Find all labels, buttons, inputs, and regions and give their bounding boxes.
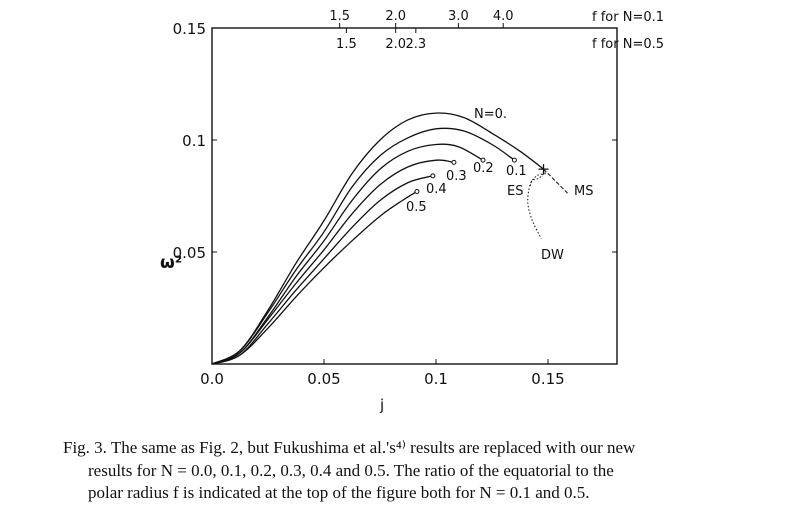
y-tick-label: 0.1 xyxy=(182,132,206,150)
series-curve xyxy=(211,190,418,365)
curve-endpoint-marker xyxy=(414,189,420,195)
figure-plot: 0.0 0.05 0.1 0.15 0.05 0.1 0.15 1.5 2.0 3.0 4.0 1.5… xyxy=(160,9,664,414)
x-tick-label: 0.05 xyxy=(307,370,340,388)
top-tick-label-n05: 1.5 xyxy=(336,37,357,52)
annotation-label-ms: MS xyxy=(574,184,593,199)
y-tick-label: 0.05 xyxy=(173,244,206,262)
caption-line-2: results for N = 0.0, 0.1, 0.2, 0.3, 0.4 … xyxy=(88,460,614,480)
series-curve xyxy=(211,143,484,365)
top-tick-label-n01: 2.0 xyxy=(385,9,406,24)
x-tick-label: 0.15 xyxy=(531,370,564,388)
caption-line-1: Fig. 3. The same as Fig. 2, but Fukushim… xyxy=(63,438,636,457)
curve-endpoint-marker xyxy=(430,173,436,179)
x-axis-label: j xyxy=(379,396,384,414)
curve-endpoint-marker xyxy=(480,157,486,163)
series-curve xyxy=(211,175,434,365)
annotation-label-dw: DW xyxy=(541,248,564,263)
curve-label-n0: N=0. xyxy=(474,107,507,122)
x-tick-label: 0.1 xyxy=(424,370,448,388)
top-tick-label-n01: 4.0 xyxy=(493,9,514,24)
top-tick-label-n05: 2.3 xyxy=(405,37,426,52)
series-curve xyxy=(211,159,455,365)
y-axis-label: ω² xyxy=(160,253,182,273)
annotation-line-es xyxy=(529,171,547,188)
curve-endpoint-marker xyxy=(451,159,457,165)
curve-label-n01: 0.1 xyxy=(506,164,527,179)
top-tick-label-n05: 2.0 xyxy=(385,37,406,52)
figure-caption: Fig. 3. The same as Fig. 2, but Fukushim… xyxy=(63,437,793,505)
caption-line-3: polar radius f is indicated at the top o… xyxy=(88,483,590,502)
series-curve xyxy=(211,112,544,365)
annotation-line-ms xyxy=(543,168,569,195)
curve-endpoint-marker xyxy=(511,157,517,163)
curve-label-n02: 0.2 xyxy=(473,161,494,176)
annotation-label-es: ES xyxy=(507,184,523,199)
curve-label-n05: 0.5 xyxy=(406,200,427,215)
plot-frame xyxy=(211,27,618,365)
top-tick-label-n01: 1.5 xyxy=(329,9,350,24)
annotation-line-dw xyxy=(527,173,546,239)
series-curve xyxy=(211,127,515,365)
top-axis-label-n05: f for N=0.5 xyxy=(592,37,664,52)
top-tick-label-n01: 3.0 xyxy=(448,9,469,24)
top-axis-label-n01: f for N=0.1 xyxy=(592,10,664,25)
curve-label-n04: 0.4 xyxy=(426,182,447,197)
curve-label-n03: 0.3 xyxy=(446,169,467,184)
y-tick-label: 0.15 xyxy=(173,20,206,38)
cross-marker xyxy=(538,164,549,175)
x-tick-label: 0.0 xyxy=(200,370,224,388)
